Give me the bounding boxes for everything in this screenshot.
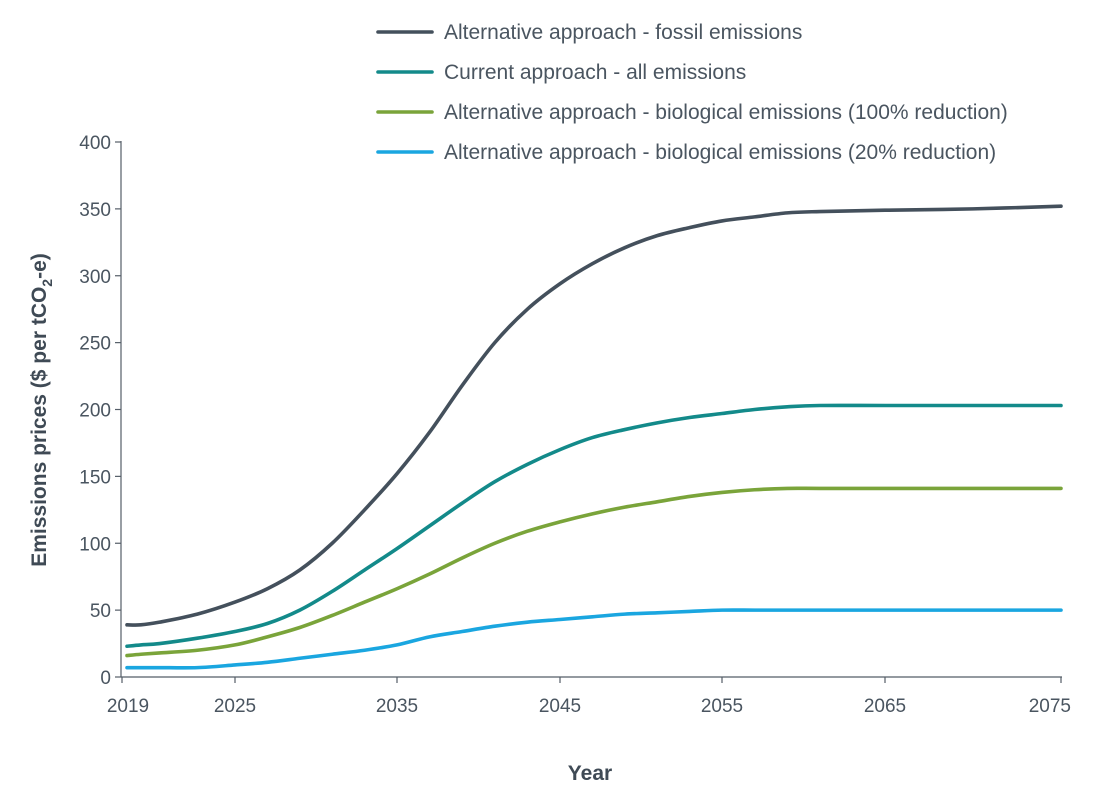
legend-label: Alternative approach - fossil emissions bbox=[444, 21, 802, 44]
x-axis-title: Year bbox=[568, 762, 612, 785]
x-tick-label: 2055 bbox=[701, 696, 743, 717]
x-axis: 2019 2025 2035 2045 2055 2065 2075 bbox=[107, 676, 1071, 717]
y-axis-title-tail: -e) bbox=[28, 253, 51, 279]
series-line-3 bbox=[125, 486, 1063, 658]
series-group bbox=[125, 204, 1063, 670]
x-tick-label: 2035 bbox=[376, 696, 418, 717]
y-tick-label: 150 bbox=[79, 467, 111, 488]
y-tick-label: 200 bbox=[79, 401, 111, 422]
x-tick-label: 2019 bbox=[107, 696, 149, 717]
legend-label: Alternative approach - biological emissi… bbox=[444, 141, 996, 164]
legend: Alternative approach - fossil emissions C… bbox=[376, 21, 1008, 164]
y-tick-label: 350 bbox=[79, 200, 111, 221]
legend-item: Current approach - all emissions bbox=[376, 61, 746, 84]
x-tick-label: 2075 bbox=[1029, 696, 1071, 717]
series-line-4 bbox=[125, 608, 1063, 670]
y-tick-label: 300 bbox=[79, 267, 111, 288]
x-tick-label: 2045 bbox=[539, 696, 581, 717]
x-tick-label: 2025 bbox=[214, 696, 256, 717]
y-axis-title-subscript: 2 bbox=[39, 279, 55, 287]
y-tick-label: 250 bbox=[79, 334, 111, 355]
y-tick-label: 400 bbox=[79, 133, 111, 154]
legend-item: Alternative approach - biological emissi… bbox=[376, 141, 996, 164]
series-line-2 bbox=[125, 403, 1063, 649]
y-tick-label: 50 bbox=[90, 601, 111, 622]
legend-label: Alternative approach - biological emissi… bbox=[444, 101, 1008, 124]
y-tick-label: 0 bbox=[100, 668, 111, 689]
legend-item: Alternative approach - biological emissi… bbox=[376, 101, 1008, 124]
y-axis: 0 50 100 150 200 250 300 350 400 bbox=[79, 133, 122, 689]
y-tick-label: 100 bbox=[79, 534, 111, 555]
y-axis-title-main: Emissions prices ($ per tCO bbox=[28, 287, 51, 567]
series-line-1 bbox=[125, 204, 1063, 627]
legend-label: Current approach - all emissions bbox=[444, 61, 746, 84]
y-axis-title: Emissions prices ($ per tCO2-e) bbox=[28, 253, 55, 567]
x-tick-label: 2065 bbox=[864, 696, 906, 717]
legend-item: Alternative approach - fossil emissions bbox=[376, 21, 802, 44]
